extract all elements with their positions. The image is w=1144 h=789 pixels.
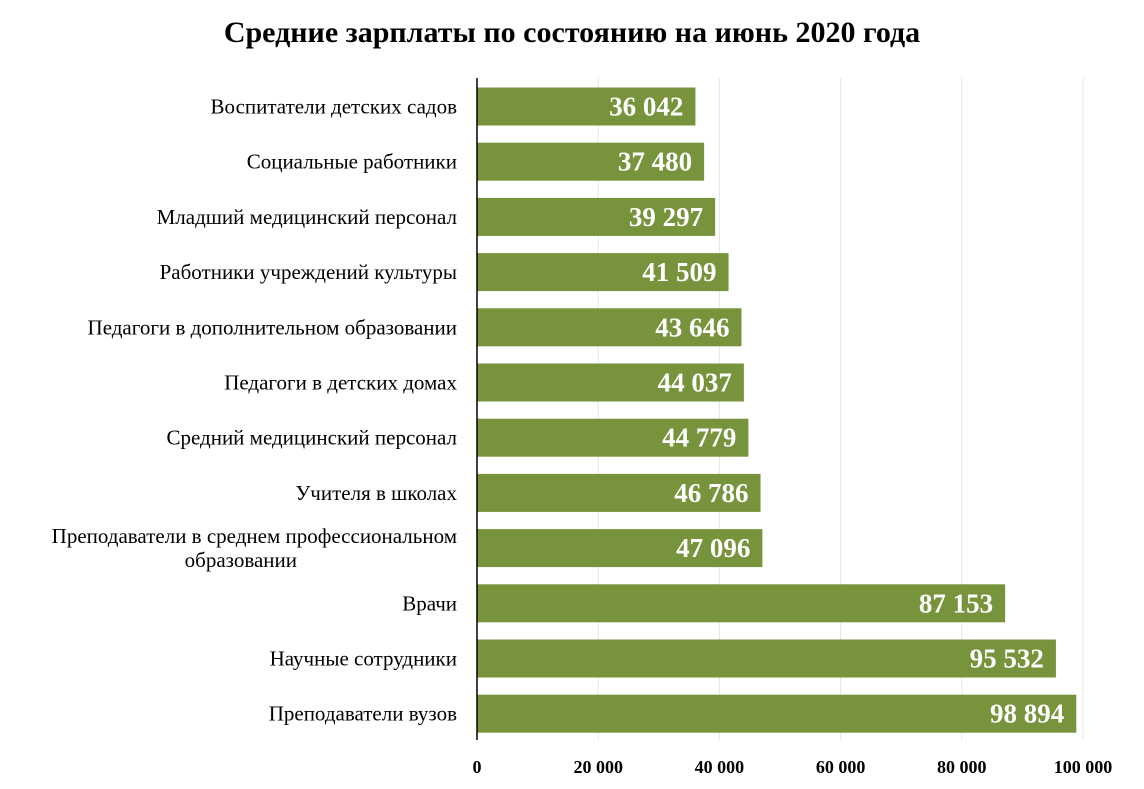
value-label-6: 44 779 <box>662 423 736 453</box>
bar-6 <box>477 418 749 457</box>
x-tick-label-1: 20 000 <box>573 757 623 777</box>
category-label-10: Научные сотрудники <box>270 647 457 671</box>
bar-9 <box>477 584 1006 623</box>
bar-0 <box>477 87 696 126</box>
value-label-10: 95 532 <box>970 644 1044 674</box>
value-label-9: 87 153 <box>919 588 993 618</box>
category-label-5: Педагоги в детских домах <box>224 371 457 395</box>
bar-8 <box>477 529 763 568</box>
category-label-1: Социальные работники <box>247 150 457 174</box>
value-label-7: 46 786 <box>674 478 748 508</box>
x-tick-label-4: 80 000 <box>937 757 987 777</box>
bar-4 <box>477 308 742 347</box>
category-label-line: Педагоги в дополнительном образовании <box>88 315 457 339</box>
category-label-line: Преподаватели в среднем профессиональном <box>52 524 457 548</box>
bar-11 <box>477 694 1077 733</box>
category-label-2: Младший медицинский персонал <box>157 205 457 229</box>
category-label-0: Воспитатели детских садов <box>211 95 458 119</box>
value-label-8: 47 096 <box>676 533 750 563</box>
category-label-3: Работники учреждений культуры <box>160 260 457 284</box>
category-label-line: Средний медицинский персонал <box>166 426 457 450</box>
category-label-line: Младший медицинский персонал <box>157 205 457 229</box>
bar-5 <box>477 363 744 402</box>
category-label-line: Учителя в школах <box>295 481 457 505</box>
value-label-1: 37 480 <box>618 147 692 177</box>
bar-1 <box>477 142 705 181</box>
bar-3 <box>477 253 729 292</box>
category-label-11: Преподаватели вузов <box>269 702 457 726</box>
category-label-line: Социальные работники <box>247 150 457 174</box>
category-label-8: Преподаватели в среднем профессиональном… <box>52 524 457 572</box>
category-label-line: образовании <box>185 548 297 572</box>
bar-7 <box>477 473 761 512</box>
value-label-11: 98 894 <box>990 699 1064 729</box>
x-tick-label-3: 60 000 <box>816 757 866 777</box>
x-tick-label-5: 100 000 <box>1054 757 1113 777</box>
category-label-line: Воспитатели детских садов <box>211 95 458 119</box>
category-label-line: Работники учреждений культуры <box>160 260 457 284</box>
category-label-line: Врачи <box>402 591 457 615</box>
category-label-line: Научные сотрудники <box>270 647 457 671</box>
x-tick-label-0: 0 <box>473 757 482 777</box>
value-label-5: 44 037 <box>658 368 732 398</box>
bar-10 <box>477 639 1056 678</box>
bar-2 <box>477 197 716 236</box>
value-label-3: 41 509 <box>642 257 716 287</box>
category-label-line: Педагоги в детских домах <box>224 371 457 395</box>
x-tick-label-2: 40 000 <box>695 757 745 777</box>
chart-title: Средние зарплаты по состоянию на июнь 20… <box>223 16 921 49</box>
category-label-7: Учителя в школах <box>295 481 457 505</box>
value-label-0: 36 042 <box>609 92 683 122</box>
category-label-line: Преподаватели вузов <box>269 702 457 726</box>
value-label-2: 39 297 <box>629 202 703 232</box>
category-label-9: Врачи <box>402 591 457 615</box>
category-label-4: Педагоги в дополнительном образовании <box>88 315 457 339</box>
category-label-6: Средний медицинский персонал <box>166 426 457 450</box>
value-label-4: 43 646 <box>655 312 729 342</box>
